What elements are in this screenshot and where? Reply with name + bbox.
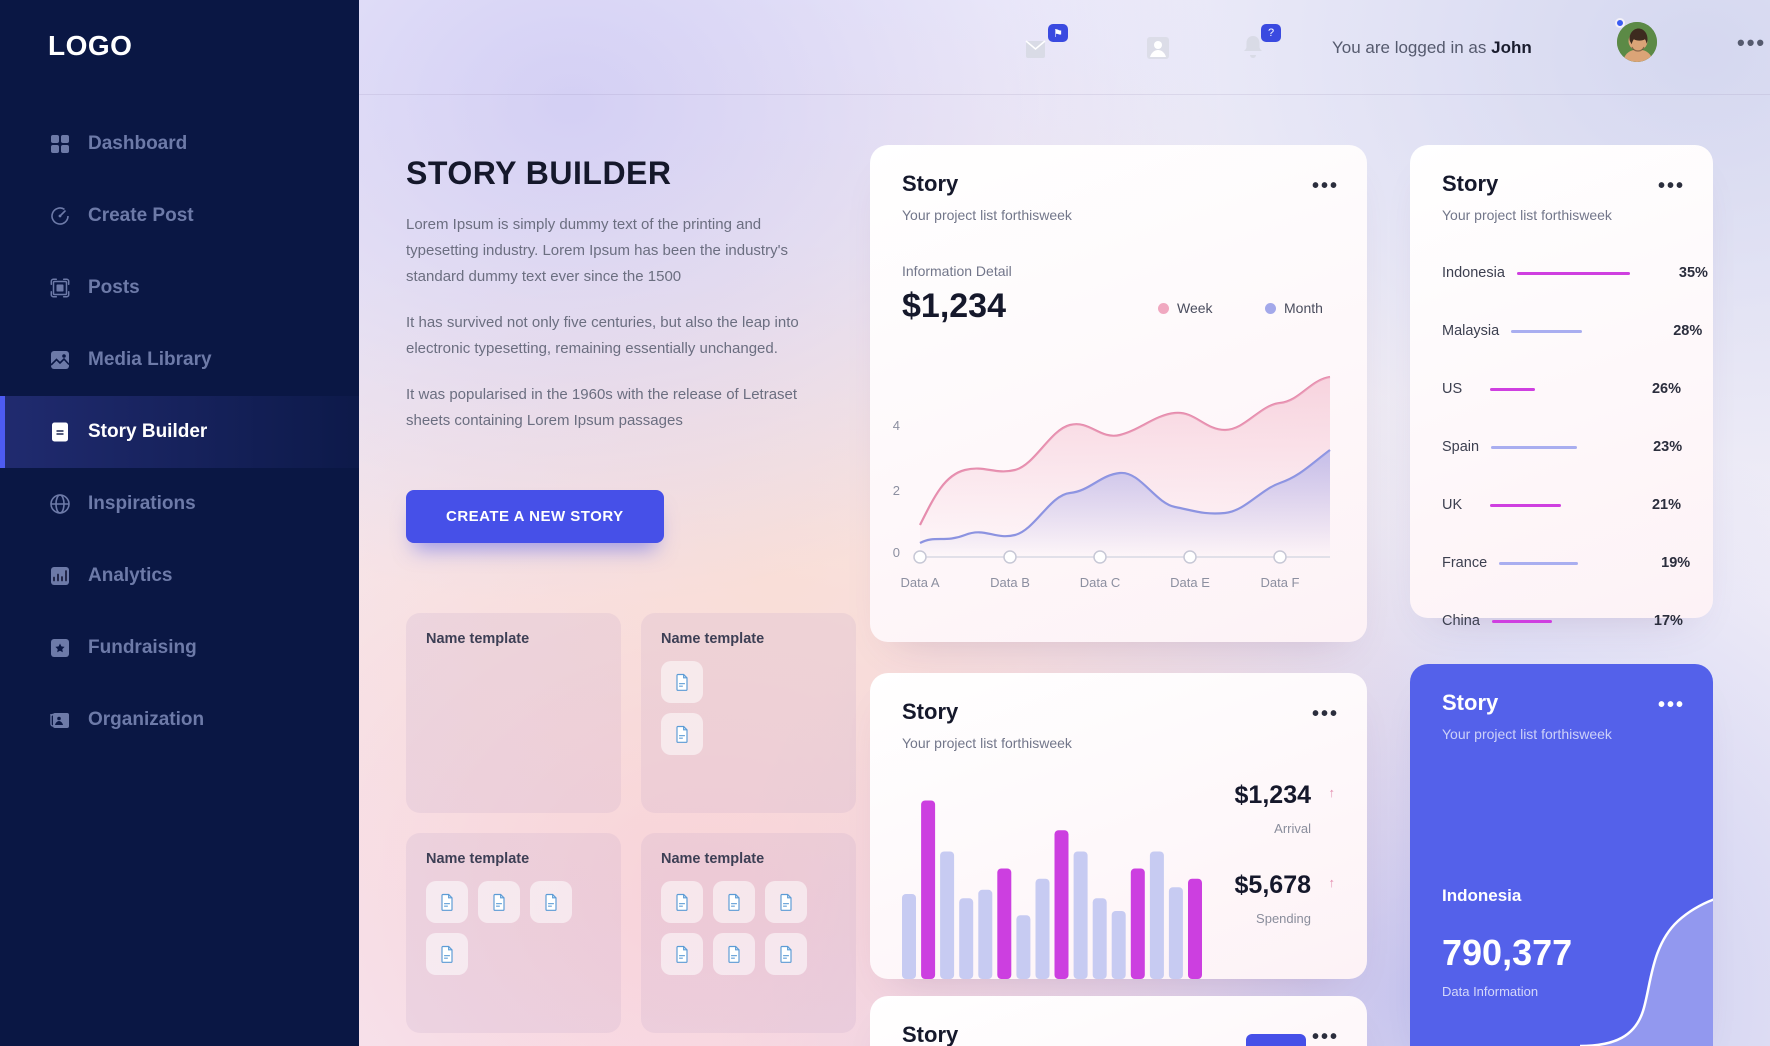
- svg-text:0: 0: [893, 545, 900, 560]
- svg-text:4: 4: [893, 418, 900, 433]
- svg-text:2: 2: [893, 483, 900, 498]
- svg-text:Data A: Data A: [900, 575, 939, 590]
- svg-text:Data E: Data E: [1170, 575, 1210, 590]
- svg-text:Data B: Data B: [990, 575, 1030, 590]
- svg-text:Data C: Data C: [1080, 575, 1120, 590]
- svg-text:Data F: Data F: [1260, 575, 1299, 590]
